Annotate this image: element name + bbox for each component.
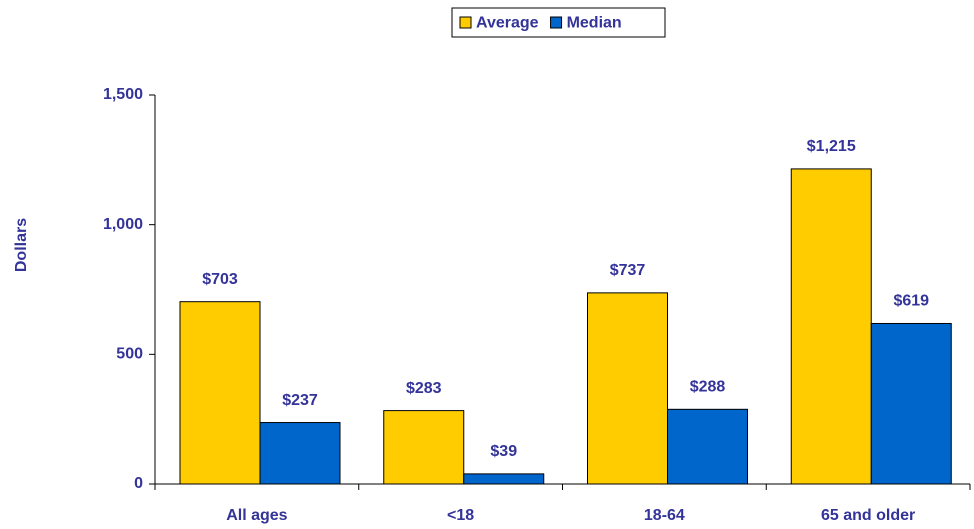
- bar: [870, 322, 952, 485]
- data-label: $283: [406, 380, 442, 397]
- y-tick-label: 1,000: [103, 216, 143, 233]
- bar: [667, 408, 748, 485]
- data-label: $237: [282, 392, 318, 409]
- data-label: $39: [490, 443, 517, 460]
- y-tick-label: 0: [134, 475, 143, 492]
- bar: [179, 301, 261, 485]
- data-label: $288: [690, 379, 726, 396]
- legend-swatch: [550, 16, 563, 29]
- data-label: $737: [610, 262, 646, 279]
- legend-label: Average: [476, 15, 539, 32]
- data-label: $1,215: [807, 138, 856, 155]
- bar: [587, 292, 668, 485]
- bar: [463, 473, 545, 485]
- y-axis-label: Dollars: [13, 218, 30, 272]
- x-tick-label: All ages: [226, 507, 287, 524]
- bar: [790, 168, 872, 485]
- data-label: $703: [202, 271, 238, 288]
- data-label: $619: [893, 293, 929, 310]
- legend-label: Median: [567, 15, 622, 32]
- bar: [259, 422, 341, 485]
- x-tick-label: 65 and older: [821, 507, 915, 524]
- legend-swatch: [459, 16, 472, 29]
- x-tick-label: <18: [447, 507, 474, 524]
- bar: [383, 410, 465, 485]
- y-tick-label: 500: [116, 346, 143, 363]
- x-tick-label: 18-64: [644, 507, 685, 524]
- y-tick-label: 1,500: [103, 86, 143, 103]
